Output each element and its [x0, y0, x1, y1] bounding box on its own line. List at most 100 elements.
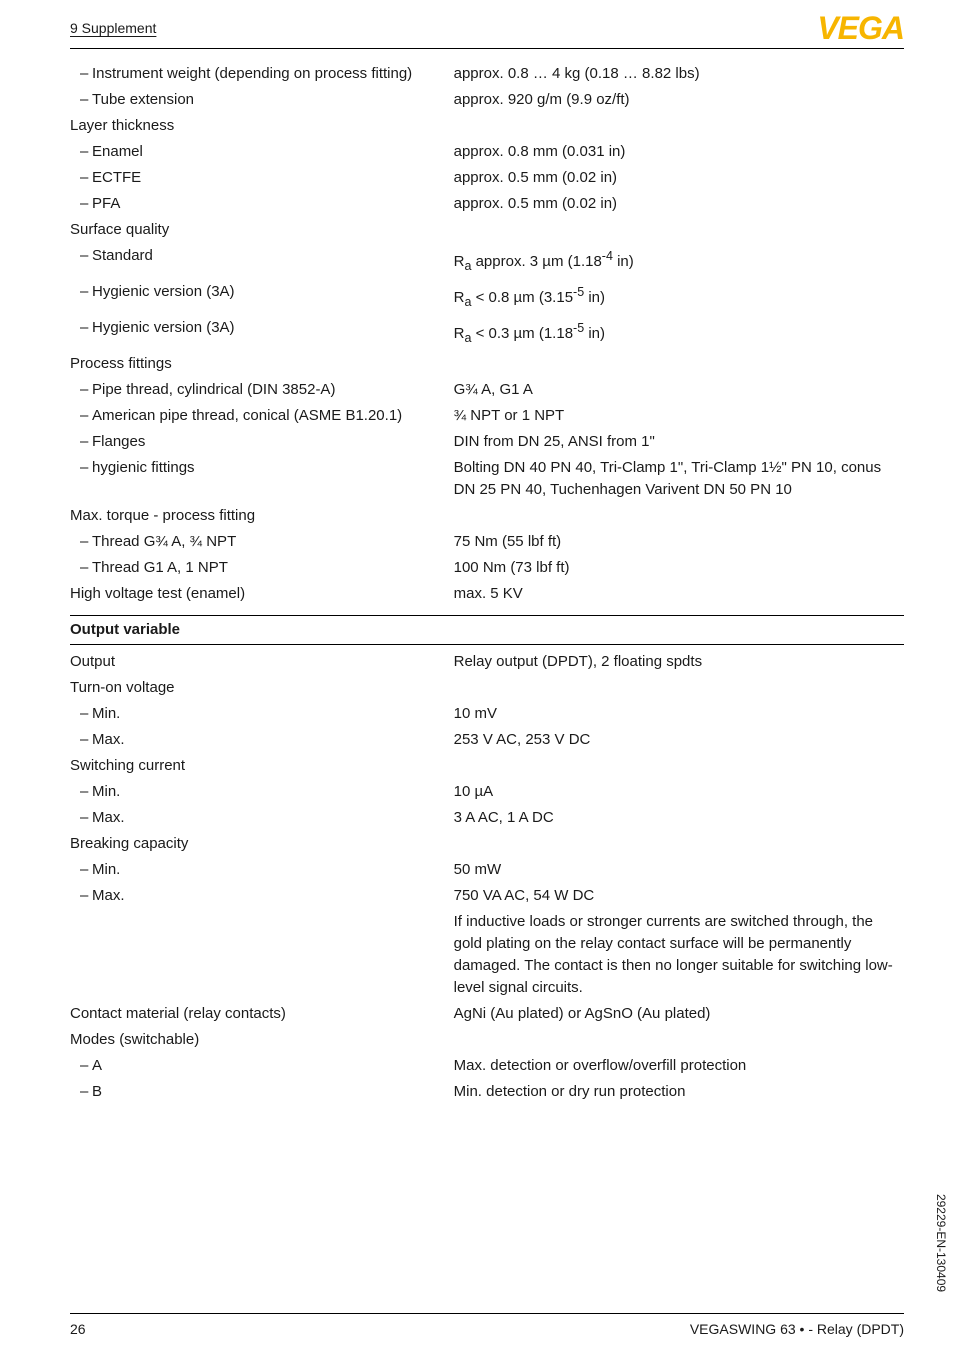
spec-label: –Enamel — [70, 141, 454, 163]
dash-marker: – — [80, 781, 88, 803]
spec-row-dash: –BMin. detection or dry run protection — [70, 1081, 904, 1103]
spec-value: approx. 0.8 … 4 kg (0.18 … 8.82 lbs) — [454, 63, 904, 85]
spec-label: Breaking capacity — [70, 833, 454, 855]
spec-row: Max. torque - process fitting — [70, 505, 904, 527]
spec-row: If inductive loads or stronger currents … — [70, 911, 904, 999]
spec-value: DIN from DN 25, ANSI from 1" — [454, 431, 904, 453]
spec-label: –Min. — [70, 859, 454, 881]
page-header: 9 SupplementVEGA — [70, 12, 904, 49]
spec-label-text: hygienic fittings — [92, 459, 195, 476]
dash-marker: – — [80, 703, 88, 725]
spec-label-text: Thread G1 A, 1 NPT — [92, 559, 228, 576]
dash-marker: – — [80, 431, 88, 453]
spec-row: OutputRelay output (DPDT), 2 floating sp… — [70, 651, 904, 673]
spec-label: Output — [70, 651, 454, 673]
spec-label-text: Layer thickness — [70, 117, 174, 134]
spec-label-text: Breaking capacity — [70, 835, 188, 852]
dash-marker: – — [80, 729, 88, 751]
spec-value: approx. 0.5 mm (0.02 in) — [454, 167, 904, 189]
spec-label-text: Hygienic version (3A) — [92, 283, 235, 300]
spec-row-dash: –Max.3 A AC, 1 A DC — [70, 807, 904, 829]
spec-value: approx. 0.5 mm (0.02 in) — [454, 193, 904, 215]
spec-value: Ra approx. 3 µm (1.18-4 in) — [454, 245, 904, 277]
spec-label-text: ECTFE — [92, 169, 141, 186]
spec-label-text: A — [92, 1057, 102, 1074]
spec-row-dash: –Standard Ra approx. 3 µm (1.18-4 in) — [70, 245, 904, 277]
spec-row-dash: –Enamelapprox. 0.8 mm (0.031 in) — [70, 141, 904, 163]
spec-label-text: High voltage test (enamel) — [70, 585, 245, 602]
spec-row: Breaking capacity — [70, 833, 904, 855]
spec-label-text: American pipe thread, conical (ASME B1.2… — [92, 407, 402, 424]
spec-row-dash: –ECTFE approx. 0.5 mm (0.02 in) — [70, 167, 904, 189]
dash-marker: – — [80, 557, 88, 579]
spec-label-text: Max. torque - process fitting — [70, 507, 255, 524]
spec-row-dash: –Pipe thread, cylindrical (DIN 3852-A)G¾… — [70, 379, 904, 401]
spec-label-text: B — [92, 1083, 102, 1100]
spec-label: –Thread G1 A, 1 NPT — [70, 557, 454, 579]
dash-marker: – — [80, 167, 88, 189]
spec-value: approx. 0.8 mm (0.031 in) — [454, 141, 904, 163]
spec-label-text: Standard — [92, 247, 153, 264]
spec-label: Layer thickness — [70, 115, 454, 137]
dash-marker: – — [80, 245, 88, 267]
dash-marker: – — [80, 379, 88, 401]
spec-label-text: Max. — [92, 731, 125, 748]
dash-marker: – — [80, 281, 88, 303]
dash-marker: – — [80, 1081, 88, 1103]
spec-row: High voltage test (enamel)max. 5 KV — [70, 583, 904, 605]
spec-label-text: Min. — [92, 861, 120, 878]
side-doc-id: 29229-EN-130409 — [930, 1194, 952, 1292]
spec-row-dash: –AMax. detection or overflow/overfill pr… — [70, 1055, 904, 1077]
spec-value: Ra < 0.8 µm (3.15-5 in) — [454, 281, 904, 313]
spec-row-dash: –Thread G¾ A, ¾ NPT75 Nm (55 lbf ft) — [70, 531, 904, 553]
spec-value: Relay output (DPDT), 2 floating spdts — [454, 651, 904, 673]
spec-label-text: Turn-on voltage — [70, 679, 175, 696]
page-footer: 26 VEGASWING 63 • - Relay (DPDT) — [70, 1313, 904, 1340]
footer-product: VEGASWING 63 • - Relay (DPDT) — [690, 1318, 904, 1340]
spec-label: –Max. — [70, 729, 454, 751]
spec-label-text: Process fittings — [70, 355, 172, 372]
spec-value: 10 mV — [454, 703, 904, 725]
spec-label-text: Min. — [92, 705, 120, 722]
spec-label-text: Modes (switchable) — [70, 1031, 199, 1048]
spec-value: 75 Nm (55 lbf ft) — [454, 531, 904, 553]
spec-row: Switching current — [70, 755, 904, 777]
header-section-label: 9 Supplement — [70, 17, 156, 39]
spec-label-text: Switching current — [70, 757, 185, 774]
spec-label: –Instrument weight (depending on process… — [70, 63, 454, 85]
spec-row-dash: –Max.253 V AC, 253 V DC — [70, 729, 904, 751]
spec-value: ¾ NPT or 1 NPT — [454, 405, 904, 427]
spec-label-text: Max. — [92, 887, 125, 904]
dash-marker: – — [80, 141, 88, 163]
spec-label: –hygienic fittings — [70, 457, 454, 479]
spec-value: approx. 920 g/m (9.9 oz/ft) — [454, 89, 904, 111]
spec-label: –Min. — [70, 703, 454, 725]
spec-label-text: Min. — [92, 783, 120, 800]
spec-label: High voltage test (enamel) — [70, 583, 454, 605]
spec-value: 253 V AC, 253 V DC — [454, 729, 904, 751]
spec-row-dash: –Min.50 mW — [70, 859, 904, 881]
spec-row-dash: –Max.750 VA AC, 54 W DC — [70, 885, 904, 907]
spec-label-text: Surface quality — [70, 221, 169, 238]
spec-label-text: Pipe thread, cylindrical (DIN 3852-A) — [92, 381, 335, 398]
spec-label: Turn-on voltage — [70, 677, 454, 699]
spec-label: Max. torque - process fitting — [70, 505, 454, 527]
spec-label-text: Enamel — [92, 143, 143, 160]
dash-marker: – — [80, 807, 88, 829]
spec-label: –Max. — [70, 807, 454, 829]
spec-row: Contact material (relay contacts)AgNi (A… — [70, 1003, 904, 1025]
dash-marker: – — [80, 859, 88, 881]
page-number: 26 — [70, 1318, 86, 1340]
dash-marker: – — [80, 89, 88, 111]
spec-label: –Tube extension — [70, 89, 454, 111]
spec-row-dash: –Instrument weight (depending on process… — [70, 63, 904, 85]
spec-row: Modes (switchable) — [70, 1029, 904, 1051]
spec-label: –PFA — [70, 193, 454, 215]
spec-label: –B — [70, 1081, 454, 1103]
spec-row: Layer thickness — [70, 115, 904, 137]
spec-row-dash: –Min.10 µA — [70, 781, 904, 803]
spec-row-dash: –hygienic fittingsBolting DN 40 PN 40, T… — [70, 457, 904, 501]
spec-label-text: Max. — [92, 809, 125, 826]
spec-label-text: Hygienic version (3A) — [92, 319, 235, 336]
spec-row: Process fittings — [70, 353, 904, 375]
